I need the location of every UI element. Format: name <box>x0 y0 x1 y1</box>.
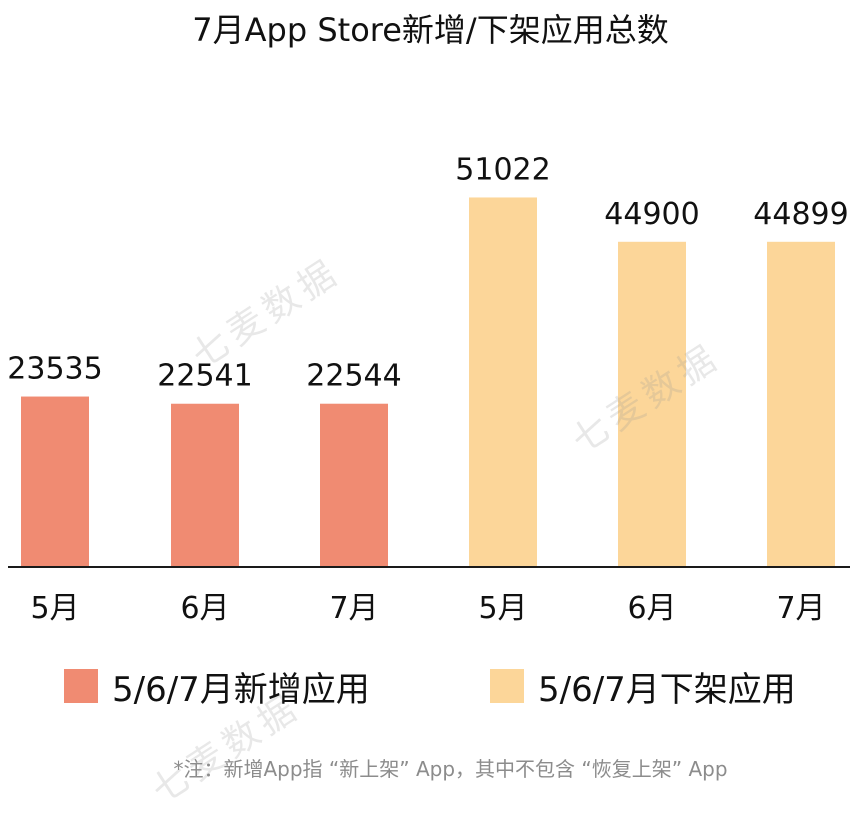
bar-removed-5 <box>767 241 835 567</box>
x-tick-label-0: 5月 <box>30 591 79 626</box>
bar-removed-3 <box>469 197 537 567</box>
data-label-5: 44899 <box>753 197 848 232</box>
bar-added-0 <box>21 396 89 567</box>
legend-swatch-removed <box>490 669 524 703</box>
legend-label-removed: 5/6/7月下架应用 <box>538 669 796 710</box>
x-tick-label-3: 5月 <box>478 591 527 626</box>
bar-added-1 <box>171 403 239 567</box>
data-label-3: 51022 <box>455 152 550 187</box>
bar-added-2 <box>320 403 388 567</box>
data-label-4: 44900 <box>604 197 699 232</box>
data-label-2: 22544 <box>306 359 401 394</box>
x-tick-label-4: 6月 <box>627 591 676 626</box>
legend-item-removed: 5/6/7月下架应用 <box>490 662 796 710</box>
legend-label-added: 5/6/7月新增应用 <box>112 669 370 710</box>
bar-removed-4 <box>618 241 686 567</box>
footnote: *注：新增App指 “新上架” App，其中不包含 “恢复上架” App <box>173 757 728 781</box>
legend-swatch-added <box>64 669 98 703</box>
data-label-1: 22541 <box>157 359 252 394</box>
x-tick-label-1: 6月 <box>180 591 229 626</box>
legend-item-added: 5/6/7月新增应用 <box>64 662 370 710</box>
x-tick-label-2: 7月 <box>329 591 378 626</box>
x-tick-label-5: 7月 <box>776 591 825 626</box>
data-label-0: 23535 <box>7 352 102 387</box>
chart-title: 7月App Store新增/下架应用总数 <box>192 11 669 49</box>
bar-chart: 23535 5月 22541 6月 22544 7月 51022 5月 44900 6月 44899… <box>7 152 850 626</box>
